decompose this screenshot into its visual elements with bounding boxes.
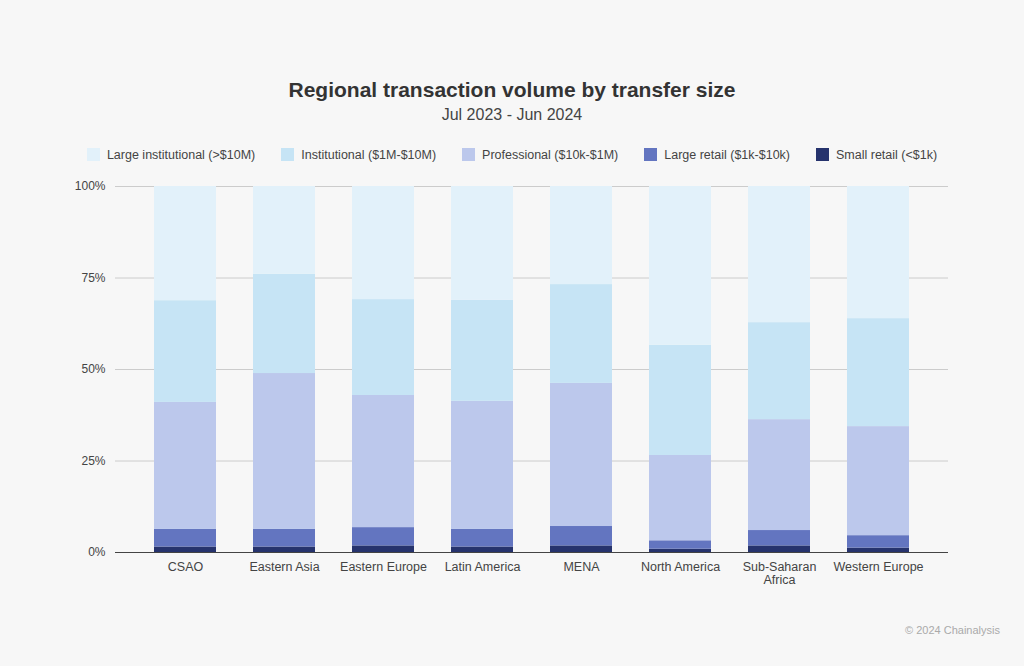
html-text:Large retail ($1k-$10k): Large retail ($1k-$10k) [664,148,790,162]
svg-text:North America: North America [641,560,720,574]
svg-text:25%: 25% [81,454,105,468]
svg-text:Western Europe: Western Europe [833,560,923,574]
svg-text:75%: 75% [81,271,105,285]
svg-text:0%: 0% [88,545,106,559]
html-text:Regional transaction volume by: Regional transaction volume by transfer … [288,78,736,101]
html-text:© 2024 Chainalysis: © 2024 Chainalysis [905,624,1000,636]
svg-text:Eastern Asia: Eastern Asia [249,560,319,574]
svg-text:Eastern Europe: Eastern Europe [340,560,427,574]
svg-text:100%: 100% [75,179,106,193]
html-text:Jul 2023 - Jun 2024: Jul 2023 - Jun 2024 [441,106,583,123]
html-text:Professional ($10k-$1M): Professional ($10k-$1M) [482,148,619,162]
svg-text:Latin America: Latin America [445,560,521,574]
svg-text:Sub-SaharanAfrica: Sub-SaharanAfrica [743,560,817,587]
svg-text:50%: 50% [81,362,105,376]
html-text:Small retail (<$1k): Small retail (<$1k) [836,148,938,162]
svg-text:MENA: MENA [563,560,600,574]
html-text:Institutional ($1M-$10M): Institutional ($1M-$10M) [301,148,437,162]
svg-text:CSAO: CSAO [168,560,204,574]
html-text:Large institutional (>$10M): Large institutional (>$10M) [106,148,256,162]
